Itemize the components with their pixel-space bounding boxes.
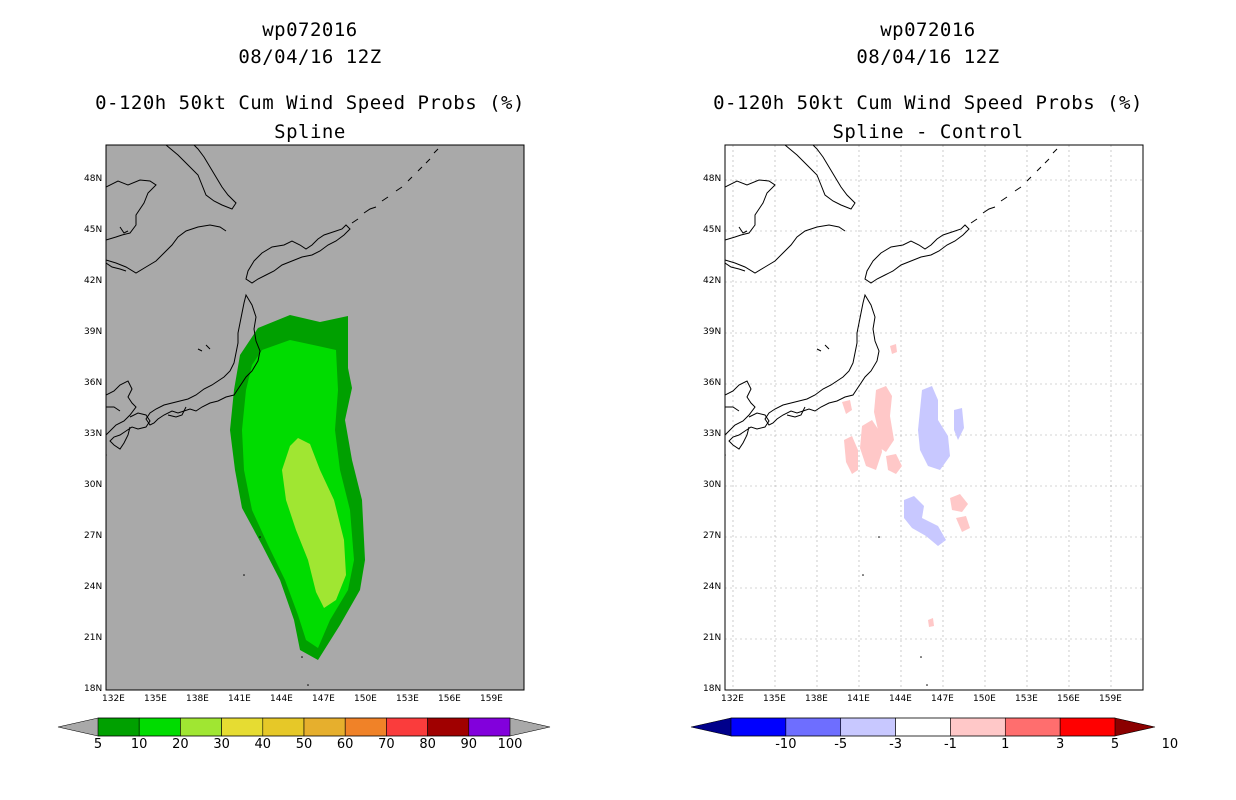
left-colorbar-color-bin: [262, 717, 305, 737]
right-colorbar-tick-label: -3: [889, 737, 903, 752]
left-lat-label: 45N: [84, 225, 103, 235]
right-lon-label: 135E: [763, 694, 786, 704]
negative-diff-areas: [904, 386, 964, 546]
left-lat-label: 24N: [84, 582, 103, 592]
right-lat-label: 27N: [703, 531, 722, 541]
left-colorbar-over-triangle: [510, 718, 550, 736]
right-storm-id: wp072016: [880, 19, 976, 41]
right-lon-label: 138E: [805, 694, 828, 704]
right-colorbar-tick-label: 10: [1161, 737, 1179, 752]
right-colorbar-over-triangle: [1115, 718, 1155, 736]
left-colorbar-tick-label: 40: [254, 737, 272, 752]
left-lat-label: 27N: [84, 531, 103, 541]
right-gridlines: [725, 145, 1143, 690]
left-lon-label: 147E: [312, 694, 335, 704]
left-lat-label: 36N: [84, 378, 103, 388]
right-colorbar-color-bin: [950, 717, 1006, 737]
right-lat-label: 30N: [703, 480, 722, 490]
right-colorbar-tick-label: -1: [943, 737, 957, 752]
right-lat-label: 39N: [703, 327, 722, 337]
right-lat-label: 21N: [703, 633, 722, 643]
left-colorbar-tick-label: 20: [172, 737, 189, 752]
left-colorbar-tick-label: 90: [460, 737, 478, 752]
right-subtitle: Spline - Control: [832, 121, 1024, 143]
right-product-title: 0-120h 50kt Cum Wind Speed Probs (%): [713, 92, 1143, 114]
right-colorbar-under-triangle: [691, 718, 731, 736]
left-colorbar-color-bin: [427, 717, 470, 737]
right-colorbar-color-bin: [785, 717, 842, 737]
left-colorbar-color-bin: [221, 717, 264, 737]
right-lat-label: 48N: [703, 174, 722, 184]
right-lat-label: 42N: [703, 276, 722, 286]
left-lon-label: 156E: [438, 694, 461, 704]
left-colorbar-tick-label: 30: [213, 737, 230, 752]
left-lon-label: 138E: [186, 694, 209, 704]
left-colorbar-tick-label: 50: [295, 737, 313, 752]
left-lat-label: 18N: [84, 684, 103, 694]
left-lon-label: 153E: [396, 694, 419, 704]
right-colorbar-color-bin: [1004, 717, 1061, 737]
left-subtitle: Spline: [274, 121, 346, 143]
right-lon-label: 150E: [973, 694, 996, 704]
left-lat-label: 42N: [84, 276, 103, 286]
left-colorbar-tick-label: 80: [419, 737, 436, 752]
left-colorbar-color-bin: [138, 717, 181, 737]
left-lon-label: 150E: [354, 694, 377, 704]
left-lat-label: 48N: [84, 174, 103, 184]
right-colorbar-color-bin: [895, 717, 951, 737]
right-lat-label: 18N: [703, 684, 722, 694]
left-colorbar-color-bin: [468, 717, 511, 737]
right-colorbar-tick-label: 1: [1001, 737, 1010, 752]
right-lon-label: 141E: [847, 694, 870, 704]
right-colorbar-tick-label: 3: [1056, 737, 1065, 752]
positive-diff-areas: [842, 344, 970, 627]
left-colorbar-color-bin: [97, 717, 140, 737]
left-datetime: 08/04/16 12Z: [238, 46, 382, 68]
left-colorbar-tick-label: 10: [130, 737, 148, 752]
right-colorbar-tick-label: -10: [775, 737, 797, 752]
left-lat-label: 39N: [84, 327, 103, 337]
left-colorbar-color-bin: [344, 717, 387, 737]
right-lat-label: 36N: [703, 378, 722, 388]
left-colorbar-under-triangle: [58, 718, 98, 736]
right-colorbar-color-bin: [730, 717, 787, 737]
right-colorbar-tick-label: -5: [834, 737, 848, 752]
right-lon-label: 153E: [1015, 694, 1038, 704]
left-lon-label: 144E: [270, 694, 293, 704]
right-lat-label: 24N: [703, 582, 722, 592]
left-lon-label: 135E: [144, 694, 167, 704]
right-colorbar-tick-label: 5: [1110, 737, 1120, 752]
left-colorbar-tick-label: 100: [497, 737, 523, 752]
left-colorbar-color-bin: [303, 717, 346, 737]
left-lon-label: 159E: [480, 694, 503, 704]
right-colorbar-color-bin: [1059, 717, 1116, 737]
left-colorbar-tick-label: 70: [378, 737, 395, 752]
left-storm-id: wp072016: [262, 19, 358, 41]
left-colorbar-color-bin: [180, 717, 222, 737]
left-lat-label: 21N: [84, 633, 103, 643]
right-colorbar-color-bin: [840, 717, 896, 737]
left-lat-label: 30N: [84, 480, 103, 490]
left-colorbar-tick-label: 60: [336, 737, 354, 752]
right-lon-label: 132E: [721, 694, 744, 704]
right-lat-label: 33N: [703, 429, 722, 439]
left-colorbar-tick-label: 5: [93, 737, 103, 752]
right-lon-label: 144E: [889, 694, 912, 704]
left-product-title: 0-120h 50kt Cum Wind Speed Probs (%): [95, 92, 525, 114]
left-lon-label: 132E: [102, 694, 125, 704]
right-lon-label: 159E: [1099, 694, 1122, 704]
left-colorbar-color-bin: [386, 717, 428, 737]
left-lat-label: 33N: [84, 429, 103, 439]
right-lon-label: 147E: [931, 694, 954, 704]
right-lat-label: 45N: [703, 225, 722, 235]
left-lon-label: 141E: [228, 694, 251, 704]
right-lon-label: 156E: [1057, 694, 1080, 704]
right-datetime: 08/04/16 12Z: [856, 46, 1000, 68]
